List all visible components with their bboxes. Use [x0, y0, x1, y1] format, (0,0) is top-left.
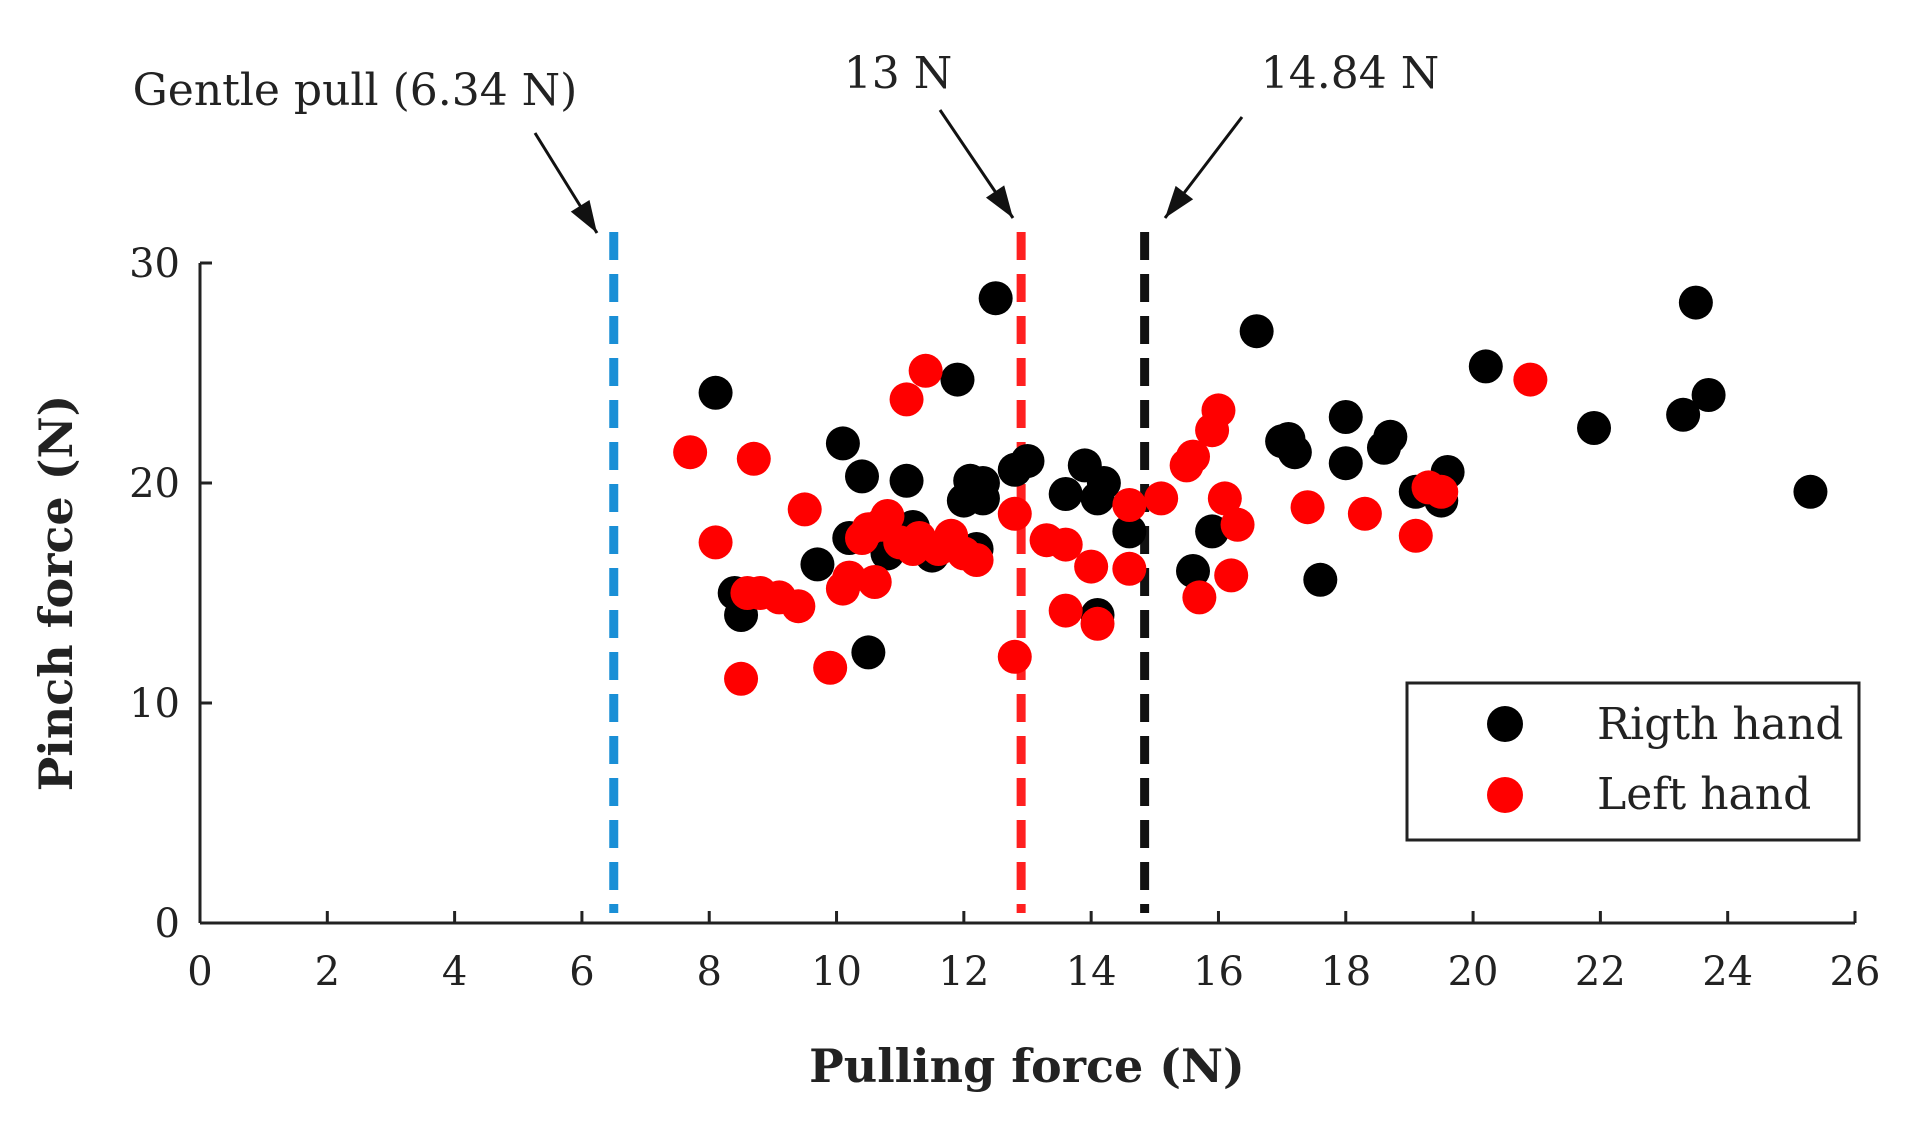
- reference-lines: Gentle pull (6.34 N) 13 N 14.84 N: [133, 48, 1439, 913]
- left-hand-point: [1176, 439, 1210, 474]
- right-hand-point: [1239, 314, 1274, 349]
- right-hand-point: [1176, 554, 1210, 588]
- x-axis-ticks: 0 2 4 6 8 10 12 14 16 18 20 22 24 26: [187, 911, 1880, 995]
- right-hand-point: [1577, 411, 1612, 445]
- x-tick-label: 6: [569, 949, 594, 995]
- left-hand-point: [959, 543, 994, 577]
- x-tick-label: 26: [1830, 949, 1881, 995]
- annotation-arrowhead: [985, 185, 1013, 218]
- legend-label-left-hand: Left hand: [1597, 769, 1811, 820]
- right-hand-point: [1468, 349, 1503, 384]
- left-hand-point: [1398, 518, 1433, 553]
- right-hand-point: [851, 635, 886, 670]
- left-hand-point: [736, 441, 771, 476]
- right-hand-point: [800, 547, 835, 582]
- y-tick-label: 0: [155, 901, 180, 947]
- legend-label-right-hand: Rigth hand: [1597, 699, 1843, 750]
- left-hand-point: [1347, 496, 1382, 531]
- right-hand-point: [698, 375, 733, 410]
- x-tick-label: 4: [442, 949, 467, 995]
- left-hand-point: [1513, 362, 1548, 397]
- left-hand-point: [1048, 593, 1083, 628]
- right-hand-point: [1112, 514, 1147, 549]
- left-hand-point: [1144, 481, 1179, 516]
- x-tick-label: 22: [1575, 949, 1626, 995]
- left-hand-point: [870, 499, 905, 533]
- left-hand-point: [1424, 474, 1459, 509]
- x-tick-label: 16: [1193, 949, 1244, 995]
- x-tick-label: 20: [1448, 949, 1499, 995]
- right-hand-point: [889, 463, 924, 498]
- annotation-arrowhead: [570, 200, 597, 233]
- annotation-arrowhead: [1165, 185, 1194, 218]
- left-hand-point: [673, 435, 708, 470]
- right-hand-point: [1303, 562, 1338, 597]
- x-tick-label: 10: [811, 949, 862, 995]
- right-hand-point: [1328, 400, 1363, 434]
- legend-marker-left-hand: [1487, 777, 1523, 813]
- x-tick-label: 2: [315, 949, 340, 995]
- right-hand-point: [1195, 514, 1230, 549]
- left-hand-point: [1074, 549, 1109, 584]
- left-hand-point: [997, 496, 1032, 531]
- left-hand-point: [1207, 481, 1242, 516]
- right-hand-point: [965, 466, 1000, 500]
- y-axis-ticks: 0 10 20 30: [129, 241, 212, 947]
- right-hand-point: [1048, 477, 1083, 511]
- left-hand-point: [698, 525, 733, 560]
- right-hand-point: [825, 426, 860, 461]
- right-hand-point: [1691, 378, 1726, 412]
- left-hand-point: [997, 639, 1032, 674]
- left-hand-point: [908, 353, 943, 388]
- left-hand-point: [781, 589, 816, 624]
- right-hand-point: [845, 459, 879, 494]
- x-tick-label: 12: [938, 949, 989, 995]
- y-tick-label: 10: [129, 681, 180, 727]
- left-hand-point: [889, 382, 924, 417]
- right-hand-point: [1678, 285, 1713, 320]
- x-axis-title: Pulling force (N): [809, 1039, 1245, 1093]
- x-tick-label: 18: [1320, 949, 1371, 995]
- y-tick-label: 20: [129, 461, 180, 507]
- left-hand-point: [787, 492, 822, 527]
- x-tick-label: 8: [697, 949, 722, 995]
- data-points: [673, 281, 1828, 696]
- x-tick-label: 0: [187, 949, 212, 995]
- left-hand-point: [724, 661, 759, 696]
- right-hand-point: [1086, 466, 1121, 500]
- legend-box: [1405, 681, 1861, 842]
- left-hand-point: [1112, 488, 1147, 522]
- right-hand-point: [1793, 474, 1828, 509]
- y-axis-title: Pinch force (N): [29, 395, 83, 792]
- right-hand-point: [940, 362, 975, 397]
- y-tick-label: 30: [129, 241, 180, 287]
- right-hand-point: [1328, 446, 1363, 481]
- left-hand-point: [1220, 507, 1255, 542]
- reference-line-label: Gentle pull (6.34 N): [133, 65, 578, 116]
- reference-line-label: 14.84 N: [1261, 48, 1439, 99]
- left-hand-point: [1201, 393, 1236, 428]
- left-hand-point: [1112, 551, 1147, 586]
- left-hand-point: [1290, 490, 1325, 525]
- legend-marker-right-hand: [1487, 706, 1523, 742]
- left-hand-point: [1080, 606, 1115, 641]
- left-hand-point: [1182, 580, 1217, 615]
- right-hand-point: [1666, 397, 1701, 432]
- left-hand-point: [813, 650, 848, 685]
- right-hand-point: [1373, 419, 1408, 454]
- axes: [198, 263, 1855, 925]
- reference-line-label: 13 N: [844, 48, 952, 99]
- right-hand-point: [1010, 444, 1045, 478]
- right-hand-point: [1277, 435, 1312, 470]
- right-hand-point: [978, 281, 1013, 316]
- left-hand-point: [1048, 527, 1083, 562]
- left-hand-point: [1214, 558, 1249, 593]
- left-hand-point: [832, 560, 867, 595]
- x-tick-label: 14: [1066, 949, 1117, 995]
- left-hand-point: [857, 565, 892, 599]
- x-tick-label: 24: [1702, 949, 1753, 995]
- legend: Rigth hand Left hand: [1405, 681, 1861, 842]
